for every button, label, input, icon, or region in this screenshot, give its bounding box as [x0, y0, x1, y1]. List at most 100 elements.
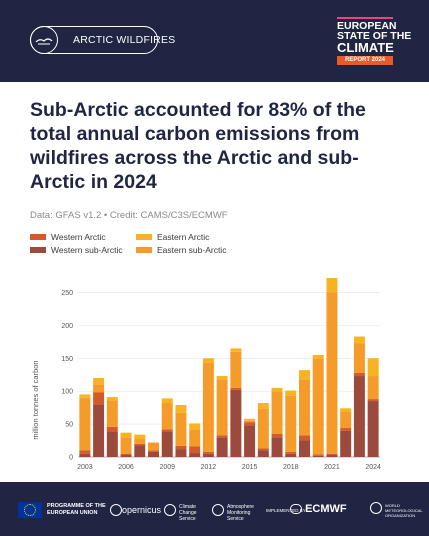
- bar-segment-eastern-sub-arctic-2019: [299, 379, 310, 436]
- legend-label: Eastern sub-Arctic: [157, 245, 227, 255]
- bar-segment-western-sub-arctic-2014: [230, 389, 242, 457]
- bar-segment-western-arctic-2006: [120, 453, 132, 456]
- bar-segment-eastern-arctic-2018: [285, 390, 297, 396]
- bar-segment-eastern-sub-arctic-2010: [175, 412, 187, 446]
- bar-segment-eastern-arctic-2016: [257, 403, 269, 409]
- data-source-credit: Data: GFAS v1.2 • Credit: CAMS/C3S/ECMWF: [30, 210, 228, 221]
- x-tick-label: 2015: [242, 464, 258, 471]
- legend-swatch: [30, 233, 46, 240]
- x-tick-label: 2018: [283, 464, 299, 471]
- ecmwf-wordmark: ECMWF: [305, 503, 347, 515]
- x-tick-label: 2009: [159, 464, 175, 471]
- y-tick-label: 100: [61, 389, 73, 396]
- bar-segment-eastern-arctic-2009: [161, 398, 173, 404]
- bar-segment-western-arctic-2020: [312, 454, 324, 456]
- bar-segment-eastern-arctic-2007: [134, 434, 146, 439]
- copernicus-c-icon: [110, 504, 122, 516]
- x-tick-label: 2003: [77, 464, 93, 471]
- y-axis-label: million tonnes of carbon: [31, 360, 40, 439]
- bar-segment-western-sub-arctic-2006: [120, 455, 132, 457]
- bar-segment-western-arctic-2024: [367, 399, 379, 402]
- bar-segment-western-sub-arctic-2017: [271, 437, 283, 457]
- bar-segment-eastern-arctic-2003: [79, 394, 91, 398]
- wildfire-globe-icon: [30, 26, 58, 54]
- bar-segment-western-sub-arctic-2009: [161, 431, 173, 457]
- bar-segment-western-sub-arctic-2016: [257, 450, 269, 457]
- legend-label: Eastern Arctic: [157, 232, 210, 242]
- bar-segment-western-arctic-2017: [271, 433, 283, 438]
- bar-segment-eastern-arctic-2006: [120, 432, 132, 438]
- legend-item-western-arctic: Western Arctic: [30, 232, 106, 242]
- logo-line-1: EUROPEAN: [337, 20, 397, 32]
- bar-segment-eastern-sub-arctic-2004: [93, 384, 105, 393]
- bar-segment-eastern-sub-arctic-2005: [106, 400, 118, 427]
- bar-segment-western-sub-arctic-2015: [244, 425, 256, 457]
- bar-segment-western-arctic-2019: [299, 435, 310, 441]
- bar-segment-western-arctic-2023: [353, 372, 365, 377]
- bar-segment-eastern-arctic-2005: [106, 397, 118, 401]
- chart-legend: Western Arctic Western sub-Arctic Easter…: [30, 232, 330, 256]
- y-axis-ticks: 0 50 100 150 200 250: [61, 290, 73, 462]
- bar-segment-eastern-sub-arctic-2021: [326, 292, 338, 454]
- x-axis-ticks: 2003 2006 2009 2012 2015 2018 2021 2024: [77, 464, 381, 471]
- bar-segment-eastern-arctic-2021: [326, 277, 338, 293]
- bar-segment-western-sub-arctic-2005: [106, 431, 118, 457]
- wmo-emblem-icon: [370, 502, 382, 514]
- bar-segment-western-arctic-2008: [148, 450, 159, 452]
- bar-segment-western-arctic-2016: [257, 448, 269, 451]
- bar-segment-eastern-sub-arctic-2017: [271, 391, 283, 434]
- bar-segment-eastern-arctic-2015: [244, 418, 256, 421]
- y-tick-label: 50: [65, 422, 73, 429]
- bar-segment-eastern-sub-arctic-2011: [189, 430, 201, 447]
- bar-segment-western-arctic-2011: [189, 446, 201, 454]
- y-tick-label: 250: [61, 290, 73, 297]
- bar-segment-western-sub-arctic-2003: [79, 453, 91, 457]
- bar-segment-eastern-arctic-2023: [353, 336, 365, 344]
- bar-segment-eastern-arctic-2014: [230, 348, 242, 352]
- bar-segment-eastern-arctic-2004: [93, 378, 105, 385]
- bar-segment-eastern-sub-arctic-2016: [257, 408, 269, 449]
- x-tick-label: 2012: [201, 464, 217, 471]
- c3s-circle-icon: [164, 504, 176, 516]
- bar-segment-western-sub-arctic-2018: [285, 453, 297, 457]
- legend-label: Western sub-Arctic: [51, 245, 123, 255]
- logo-line-3: CLIMATE: [337, 40, 394, 55]
- legend-label: Western Arctic: [51, 232, 106, 242]
- bar-segment-western-arctic-2005: [106, 426, 118, 432]
- bar-segment-western-sub-arctic-2013: [216, 437, 228, 457]
- ecmwf-logo: ECMWF: [290, 503, 347, 515]
- bar-segment-eastern-arctic-2024: [367, 358, 379, 377]
- legend-item-western-subarctic: Western sub-Arctic: [30, 245, 123, 255]
- report-year-pill: REPORT 2024: [337, 56, 393, 65]
- bar-segment-western-sub-arctic-2023: [353, 376, 365, 457]
- bar-segment-western-arctic-2013: [216, 435, 228, 438]
- bar-segment-eastern-arctic-2011: [189, 423, 201, 431]
- bar-segment-western-sub-arctic-2021: [326, 455, 338, 457]
- bar-segment-eastern-arctic-2020: [312, 354, 324, 359]
- bar-segment-eastern-sub-arctic-2003: [79, 397, 91, 451]
- report-header: ARCTIC WILDFIRES EUROPEAN STATE OF THE C…: [0, 0, 429, 82]
- bar-segment-eastern-sub-arctic-2006: [120, 437, 132, 454]
- arctic-wildfires-badge: ARCTIC WILDFIRES: [30, 26, 175, 54]
- y-tick-label: 200: [61, 323, 73, 330]
- bar-segment-western-sub-arctic-2019: [299, 440, 310, 457]
- bar-segment-western-sub-arctic-2012: [202, 453, 214, 457]
- chart-bars: [79, 277, 379, 457]
- bar-segment-western-arctic-2004: [93, 392, 105, 405]
- ecmwf-symbol-icon: [290, 504, 302, 515]
- legend-item-eastern-subarctic: Eastern sub-Arctic: [136, 245, 226, 255]
- legend-swatch: [30, 246, 46, 253]
- bar-segment-western-arctic-2012: [202, 451, 214, 454]
- stacked-bar-chart: 0 50 100 150 200 250 2003 2006 2009 2012 2015 2018…: [31, 277, 381, 471]
- bar-segment-eastern-sub-arctic-2024: [367, 376, 379, 400]
- chart-title: Sub-Arctic accounted for 83% of the tota…: [30, 99, 366, 193]
- bar-segment-western-arctic-2009: [161, 429, 173, 432]
- bar-segment-western-sub-arctic-2007: [134, 445, 146, 457]
- bar-segment-western-arctic-2015: [244, 422, 256, 426]
- legend-item-eastern-arctic: Eastern Arctic: [136, 232, 209, 242]
- bar-segment-eastern-sub-arctic-2022: [340, 411, 352, 429]
- implemented-by-text: IMPLEMENTED BY: [266, 508, 306, 513]
- cams-circle-icon: [212, 504, 224, 516]
- bar-segment-eastern-sub-arctic-2015: [244, 420, 256, 423]
- cams-text: Atmosphere Monitoring Service: [227, 504, 254, 522]
